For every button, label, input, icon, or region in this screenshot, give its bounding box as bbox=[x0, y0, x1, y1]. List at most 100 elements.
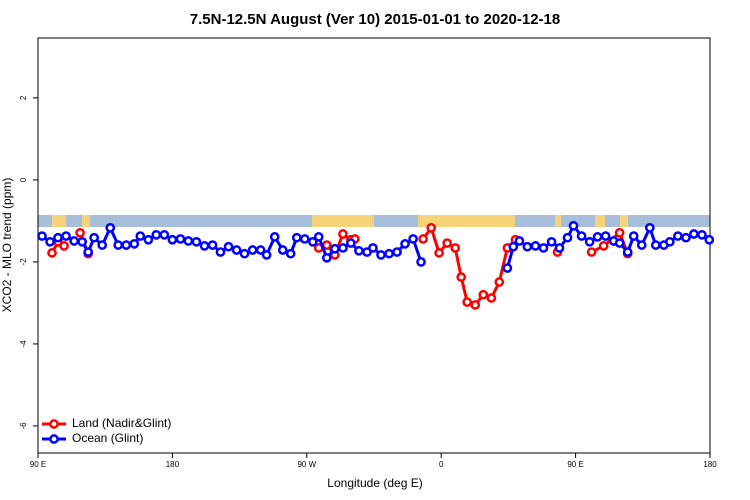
point bbox=[299, 234, 310, 244]
point bbox=[75, 227, 85, 238]
point bbox=[113, 240, 124, 250]
plot-frame bbox=[37, 37, 711, 454]
point bbox=[159, 229, 170, 240]
x-tick-label: 180 bbox=[703, 460, 717, 469]
point bbox=[494, 277, 505, 287]
point bbox=[223, 241, 234, 252]
point bbox=[568, 220, 579, 231]
point bbox=[354, 245, 364, 256]
point bbox=[502, 263, 513, 273]
point bbox=[135, 231, 146, 241]
point bbox=[346, 238, 356, 248]
point bbox=[191, 236, 202, 247]
point bbox=[321, 252, 332, 263]
land-ocean-strip bbox=[38, 215, 710, 227]
point bbox=[644, 223, 655, 233]
point bbox=[478, 289, 489, 300]
point bbox=[338, 229, 348, 239]
point bbox=[277, 245, 288, 255]
point bbox=[61, 231, 71, 241]
x-tick-label: 90 W bbox=[297, 460, 316, 469]
point bbox=[408, 234, 418, 244]
legend-marker bbox=[49, 419, 59, 429]
point bbox=[554, 243, 565, 253]
point bbox=[376, 250, 386, 260]
point bbox=[69, 236, 79, 246]
point bbox=[129, 239, 140, 249]
point bbox=[45, 236, 55, 247]
x-tick-label: 180 bbox=[166, 460, 180, 469]
point bbox=[486, 293, 497, 303]
point bbox=[416, 257, 426, 267]
chart-title: 7.5N-12.5N August (Ver 10) 2015-01-01 to… bbox=[190, 11, 560, 28]
point bbox=[97, 240, 108, 250]
legend-marker bbox=[49, 434, 59, 444]
legend-label: Land (Nadir&Glint) bbox=[72, 416, 171, 430]
point bbox=[628, 231, 639, 241]
point bbox=[231, 245, 242, 255]
point bbox=[592, 232, 603, 242]
point bbox=[456, 272, 467, 282]
point bbox=[562, 232, 573, 243]
point bbox=[530, 241, 541, 251]
point bbox=[121, 240, 132, 250]
y-tick-label: 0 bbox=[19, 177, 28, 182]
point bbox=[53, 232, 63, 243]
point bbox=[330, 243, 340, 254]
point bbox=[175, 234, 186, 244]
point bbox=[37, 231, 47, 241]
point bbox=[261, 250, 272, 260]
point bbox=[442, 238, 453, 248]
point bbox=[313, 232, 324, 242]
point bbox=[151, 229, 162, 240]
x-tick-label: 0 bbox=[439, 460, 444, 469]
point bbox=[636, 240, 647, 250]
x-tick-label: 90 E bbox=[567, 460, 583, 469]
point bbox=[650, 240, 661, 250]
point bbox=[89, 232, 99, 243]
y-tick-label: -2 bbox=[19, 258, 28, 266]
point bbox=[77, 236, 88, 247]
point bbox=[291, 232, 302, 243]
point bbox=[614, 238, 625, 248]
x-axis-label: Longitude (deg E) bbox=[327, 476, 422, 490]
y-axis-label: XCO2 - MLO trend (ppm) bbox=[0, 178, 14, 313]
point bbox=[538, 243, 549, 253]
point bbox=[307, 236, 318, 247]
point bbox=[215, 247, 226, 257]
point bbox=[183, 236, 194, 246]
point bbox=[105, 223, 116, 233]
point bbox=[673, 231, 683, 241]
point bbox=[508, 241, 519, 252]
point bbox=[681, 232, 691, 243]
point bbox=[47, 248, 57, 258]
y-tick-label: 2 bbox=[19, 95, 28, 100]
point bbox=[426, 223, 437, 233]
point bbox=[167, 234, 178, 245]
point bbox=[285, 248, 296, 259]
point bbox=[614, 227, 625, 238]
y-tick-label: -4 bbox=[19, 340, 28, 348]
point bbox=[470, 300, 481, 310]
y-tick-label: -6 bbox=[19, 422, 28, 430]
point bbox=[207, 240, 218, 250]
point bbox=[522, 241, 533, 252]
point bbox=[239, 248, 250, 259]
point bbox=[697, 229, 707, 240]
point bbox=[514, 236, 525, 246]
point bbox=[338, 243, 348, 253]
point bbox=[247, 245, 258, 255]
point bbox=[576, 231, 587, 241]
point bbox=[450, 243, 461, 253]
point bbox=[664, 236, 675, 247]
legend-label: Ocean (Glint) bbox=[72, 431, 143, 445]
point bbox=[269, 232, 280, 242]
point bbox=[689, 229, 699, 239]
point bbox=[368, 243, 378, 253]
x-tick-label: 90 E bbox=[30, 460, 46, 469]
point bbox=[600, 231, 611, 241]
point bbox=[83, 247, 94, 257]
point bbox=[199, 241, 210, 251]
point bbox=[546, 236, 557, 247]
